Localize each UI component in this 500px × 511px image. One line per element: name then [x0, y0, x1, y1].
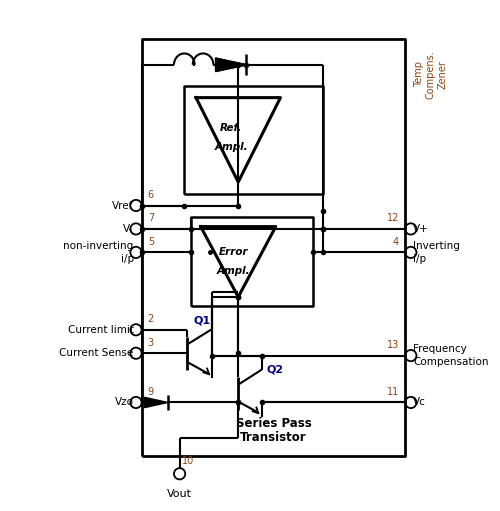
Text: 7: 7	[148, 213, 154, 223]
Text: 9: 9	[148, 387, 154, 397]
Text: V+: V+	[413, 224, 429, 234]
Text: Ampl.: Ampl.	[216, 266, 250, 276]
Text: Compens.: Compens.	[426, 50, 436, 99]
Text: Error: Error	[218, 247, 248, 258]
Polygon shape	[144, 398, 168, 408]
Text: non-inverting: non-inverting	[64, 241, 134, 251]
Text: i/p: i/p	[413, 254, 426, 264]
Polygon shape	[216, 58, 246, 72]
Text: Zener: Zener	[438, 60, 448, 88]
Text: Temp: Temp	[414, 61, 424, 87]
Text: i/p: i/p	[120, 254, 134, 264]
Text: Vout: Vout	[167, 489, 192, 499]
Text: Current limit: Current limit	[68, 325, 134, 335]
Text: Current Sense: Current Sense	[60, 348, 134, 358]
Text: 3: 3	[148, 338, 154, 347]
Text: Transistor: Transistor	[240, 431, 306, 444]
Text: Inverting: Inverting	[413, 241, 460, 251]
Text: 13: 13	[387, 340, 399, 350]
Text: Q2: Q2	[266, 365, 283, 375]
Text: 5: 5	[148, 237, 154, 247]
Text: Series Pass: Series Pass	[236, 417, 312, 430]
Text: Vc: Vc	[413, 398, 426, 407]
Text: 2: 2	[148, 314, 154, 324]
Text: Q1: Q1	[194, 315, 211, 325]
Text: Vzo: Vzo	[114, 398, 134, 407]
Text: Ampl.: Ampl.	[214, 142, 248, 152]
Text: 4: 4	[393, 237, 399, 247]
Text: Vref: Vref	[112, 200, 134, 211]
Text: V-: V-	[124, 224, 134, 234]
Text: 12: 12	[386, 213, 399, 223]
Text: 6: 6	[148, 190, 154, 200]
Text: 11: 11	[387, 387, 399, 397]
Text: Ref.: Ref.	[220, 123, 242, 133]
Text: Frequency: Frequency	[413, 344, 467, 354]
Text: 10: 10	[182, 456, 194, 466]
Text: Compensation: Compensation	[413, 357, 488, 367]
